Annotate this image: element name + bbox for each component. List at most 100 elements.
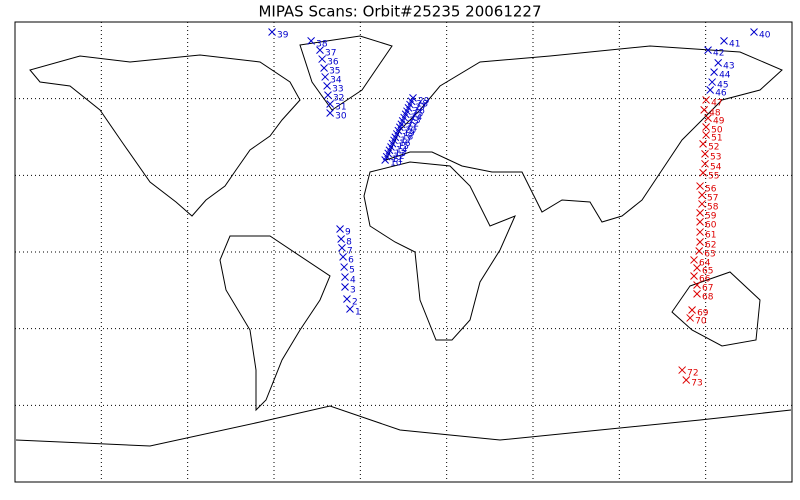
scan-label: 33 xyxy=(332,84,343,94)
scan-label: 22 xyxy=(408,119,419,129)
scan-label: 49 xyxy=(713,117,725,127)
scan-label: 32 xyxy=(333,94,344,104)
scan-marker xyxy=(702,96,710,104)
scan-label: 48 xyxy=(709,108,721,118)
scan-marker xyxy=(693,263,701,272)
scan-marker xyxy=(690,256,698,264)
scan-marker xyxy=(699,168,707,177)
antarctica xyxy=(15,405,792,447)
scan-marker xyxy=(338,244,346,252)
scan-marker xyxy=(696,209,704,217)
scan-label: 9 xyxy=(345,228,351,238)
scan-marker xyxy=(321,73,330,81)
scan-label: 5 xyxy=(349,266,355,276)
scan-label: 58 xyxy=(707,202,719,212)
map-title: MIPAS Scans: Orbit#25235 20061227 xyxy=(258,3,541,21)
scan-label: 13 xyxy=(394,149,405,159)
scan-label: 26 xyxy=(413,106,425,116)
scan-marker xyxy=(696,228,704,236)
coastlines xyxy=(15,35,792,447)
scan-label: 63 xyxy=(704,249,715,259)
scan-marker xyxy=(409,94,417,102)
scan-marker xyxy=(701,150,709,158)
scan-label: 35 xyxy=(329,67,340,77)
scan-label: 45 xyxy=(717,81,728,91)
scan-label: 1 xyxy=(355,307,361,317)
scan-marker xyxy=(326,100,334,108)
scan-label: 29 xyxy=(418,96,430,106)
scan-marker xyxy=(693,290,701,298)
scan-marker xyxy=(704,114,712,122)
scan-label: 61 xyxy=(705,231,716,241)
scan-marker xyxy=(678,366,686,374)
scan-label: 43 xyxy=(723,61,734,71)
scan-marker xyxy=(682,376,691,384)
africa xyxy=(363,161,516,341)
scan-label: 55 xyxy=(708,171,719,181)
scan-marker xyxy=(346,305,354,313)
scan-label: 70 xyxy=(695,316,707,326)
scan-label: 11 xyxy=(392,155,403,165)
scan-label: 52 xyxy=(708,142,719,152)
scan-label: 30 xyxy=(335,111,347,121)
scan-label: 14 xyxy=(396,145,408,155)
scan-label: 64 xyxy=(699,258,711,268)
scan-marker xyxy=(323,82,331,90)
scan-label: 10 xyxy=(390,159,402,169)
scan-marker xyxy=(750,28,758,36)
greenland xyxy=(299,35,393,111)
scan-marker xyxy=(320,64,328,72)
scan-label: 24 xyxy=(411,113,423,123)
scan-label: 3 xyxy=(350,286,356,296)
scan-marker xyxy=(690,272,698,280)
scan-label: 23 xyxy=(409,116,420,126)
scan-marker xyxy=(341,273,349,281)
scan-label: 57 xyxy=(707,194,718,204)
scan-marker xyxy=(714,59,723,67)
scan-marker xyxy=(702,131,710,139)
scan-label: 46 xyxy=(715,88,727,98)
scan-label: 27 xyxy=(415,103,426,113)
scan-label: 8 xyxy=(346,237,352,247)
scan-marker xyxy=(720,37,728,45)
scan-label: 25 xyxy=(412,110,423,120)
scan-label: 7 xyxy=(347,246,353,256)
scan-label: 60 xyxy=(705,220,717,230)
scan-marker xyxy=(699,140,707,148)
scan-label: 42 xyxy=(713,49,724,59)
scan-marker xyxy=(688,306,696,314)
scan-label: 34 xyxy=(330,75,342,85)
eurasia xyxy=(385,45,783,223)
scan-label: 16 xyxy=(399,139,411,149)
scan-marker xyxy=(696,217,704,226)
scan-label: 19 xyxy=(403,129,415,139)
scan-label: 36 xyxy=(327,58,339,68)
scan-label: 12 xyxy=(393,152,404,162)
scan-label: 72 xyxy=(687,369,698,379)
scan-marker xyxy=(698,200,706,208)
scan-label: 20 xyxy=(405,126,417,136)
scan-label: 68 xyxy=(702,292,714,302)
scan-marker xyxy=(702,123,710,131)
scan-marker xyxy=(337,235,345,243)
south-america xyxy=(219,235,331,412)
scan-label: 18 xyxy=(402,132,414,142)
scan-label: 4 xyxy=(350,276,356,286)
scan-label: 65 xyxy=(702,266,713,276)
scan-label: 6 xyxy=(348,255,354,265)
scan-marker xyxy=(695,247,704,255)
scan-marker xyxy=(268,28,276,36)
scan-marker xyxy=(706,86,715,94)
scan-label: 50 xyxy=(711,126,723,136)
scan-marker xyxy=(700,106,709,114)
scan-label: 31 xyxy=(335,103,346,113)
graticule xyxy=(15,22,792,482)
scan-label: 40 xyxy=(759,30,771,40)
scan-marker xyxy=(326,109,334,117)
scan-marker xyxy=(340,263,348,271)
scan-marker xyxy=(307,37,315,45)
scan-label: 62 xyxy=(705,241,716,251)
scan-label: 69 xyxy=(697,309,709,319)
scan-marker xyxy=(318,55,326,63)
